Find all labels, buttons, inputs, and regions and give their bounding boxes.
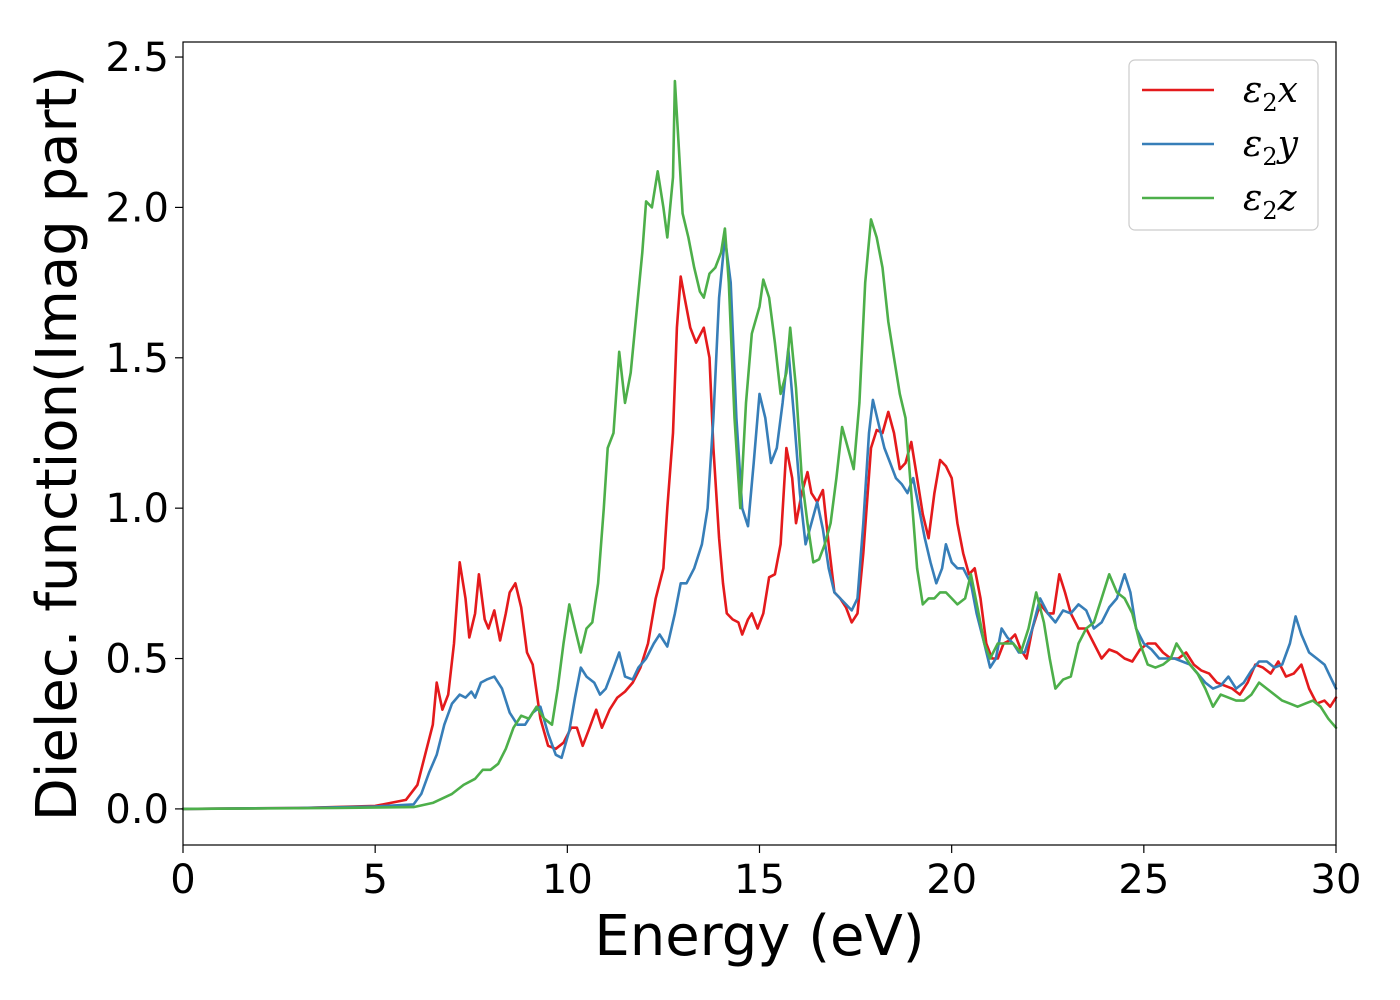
legend-label-tail: x bbox=[1278, 70, 1298, 111]
series-line-y bbox=[181, 236, 1338, 811]
legend-label-tail: y bbox=[1276, 124, 1299, 165]
y-tick-label: 0.5 bbox=[105, 637, 169, 683]
legend-label-base: ε bbox=[1243, 124, 1262, 165]
y-tick-label: 0.0 bbox=[105, 787, 169, 833]
legend-label-subscript: 2 bbox=[1262, 197, 1277, 225]
y-tick-label: 2.0 bbox=[105, 185, 169, 231]
legend-label-x: ε2x bbox=[1243, 70, 1298, 117]
y-axis: 0.0 0.5 1.0 1.5 2.0 2.5 bbox=[105, 35, 183, 833]
legend-label-base: ε bbox=[1243, 70, 1262, 111]
x-axis: 0 5 10 15 20 25 30 bbox=[170, 845, 1361, 903]
legend-label-subscript: 2 bbox=[1262, 89, 1277, 117]
x-tick-label: 0 bbox=[170, 857, 195, 903]
x-tick-label: 30 bbox=[1311, 857, 1362, 903]
legend-box bbox=[1128, 59, 1319, 231]
x-tick-label: 10 bbox=[542, 857, 593, 903]
series-line-z bbox=[181, 79, 1338, 811]
x-axis-title: Energy (eV) bbox=[594, 904, 924, 969]
y-tick-label: 1.0 bbox=[105, 486, 169, 532]
y-axis-title: Dielec. function(Imag part) bbox=[25, 66, 90, 822]
x-tick-label: 25 bbox=[1118, 857, 1169, 903]
legend-label-y: ε2y bbox=[1243, 124, 1299, 171]
x-tick-label: 5 bbox=[362, 857, 387, 903]
y-tick-label: 2.5 bbox=[105, 35, 169, 81]
legend-label-tail: z bbox=[1277, 178, 1298, 219]
y-tick-label: 1.5 bbox=[105, 336, 169, 382]
series-layer bbox=[181, 79, 1338, 811]
legend-label-base: ε bbox=[1243, 178, 1262, 219]
legend-label-z: ε2z bbox=[1243, 178, 1298, 225]
x-tick-label: 20 bbox=[926, 857, 977, 903]
x-tick-label: 15 bbox=[734, 857, 785, 903]
legend-label-subscript: 2 bbox=[1262, 143, 1277, 171]
